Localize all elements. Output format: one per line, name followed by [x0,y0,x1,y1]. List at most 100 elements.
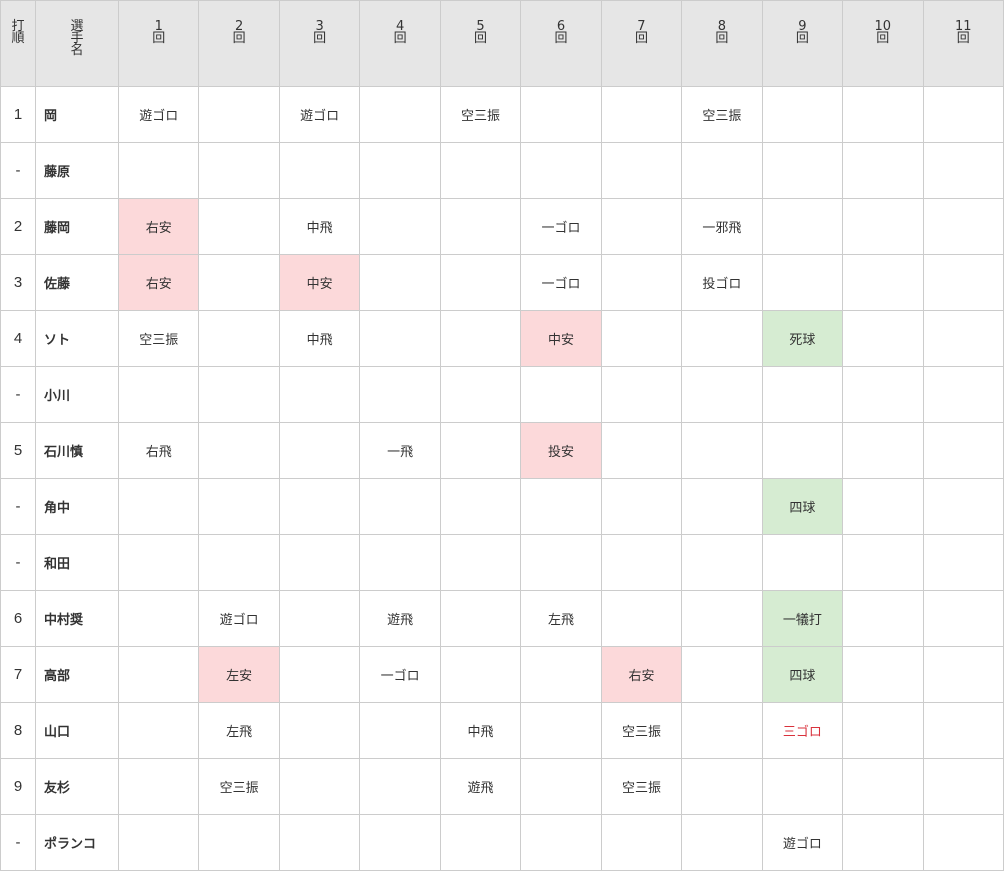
empty-cell [198,254,280,311]
player-name: 藤岡 [35,198,119,255]
empty-cell [278,422,361,479]
header-text: 回 [152,31,166,46]
empty-cell [359,478,441,535]
player-row: 9 友杉 空三振 遊飛 空三振 [0,758,1004,815]
batting-order: 1 [0,86,36,143]
empty-cell [520,702,602,759]
empty-cell [520,86,602,143]
empty-cell [439,198,522,255]
at-bat-result: 一ゴロ [359,646,441,703]
empty-cell [359,702,441,759]
at-bat-result: 中飛 [278,198,361,255]
at-bat-result: 空三振 [600,758,683,815]
empty-cell [922,702,1004,759]
empty-cell [600,310,683,367]
empty-cell [842,534,924,591]
empty-cell [842,758,924,815]
player-name: 角中 [35,478,119,535]
at-bat-result: 一飛 [359,422,441,479]
empty-cell [600,478,683,535]
at-bat-result: 左安 [198,646,280,703]
empty-cell [198,534,280,591]
empty-cell [842,814,924,871]
empty-cell [439,310,522,367]
empty-cell [842,422,924,479]
player-row: 4 ソト 空三振 中飛 中安 死球 [0,310,1004,367]
empty-cell [761,142,844,199]
empty-cell [922,478,1004,535]
empty-cell [520,814,602,871]
empty-cell [439,422,522,479]
empty-cell [600,254,683,311]
batting-order: - [0,478,36,535]
player-row: 8 山口 左飛 中飛 空三振 三ゴロ [0,702,1004,759]
header-text: 回 [393,31,407,46]
empty-cell [198,814,280,871]
empty-cell [922,422,1004,479]
header-cell: 11 回 [922,0,1004,87]
header-text: 回 [313,31,327,46]
empty-cell [600,142,683,199]
player-name: 石川慎 [35,422,119,479]
empty-cell [922,366,1004,423]
header-text: 5 [476,19,485,34]
empty-cell [117,366,200,423]
empty-cell [681,590,763,647]
empty-cell [117,646,200,703]
at-bat-result: 一ゴロ [520,198,602,255]
header-text: 4 [395,19,405,34]
header-cell: 10 回 [842,0,924,87]
header-text: 2 [235,19,244,34]
empty-cell [681,646,763,703]
empty-cell [439,366,522,423]
batting-order: 3 [0,254,36,311]
empty-cell [117,534,200,591]
empty-cell [761,198,844,255]
player-name: ソト [35,310,119,367]
at-bat-result: 左飛 [520,590,602,647]
at-bat-result: 中飛 [278,310,361,367]
player-name: 藤原 [35,142,119,199]
empty-cell [761,534,844,591]
player-row: - 角中 四球 [0,478,1004,535]
player-name: 和田 [35,534,119,591]
at-bat-result: 投ゴロ [681,254,763,311]
at-bat-result: 右飛 [117,422,200,479]
at-bat-result: 中安 [278,254,361,311]
empty-cell [278,702,361,759]
empty-cell [842,646,924,703]
empty-cell [520,366,602,423]
player-name: 山口 [35,702,119,759]
empty-cell [761,254,844,311]
empty-cell [278,478,361,535]
empty-cell [439,142,522,199]
at-bat-result: 空三振 [198,758,280,815]
header-text: 9 [798,19,807,34]
empty-cell [600,198,683,255]
empty-cell [842,590,924,647]
player-name: 岡 [35,86,119,143]
empty-cell [681,534,763,591]
empty-cell [439,590,522,647]
empty-cell [922,534,1004,591]
table-body: 1 岡遊ゴロ 遊ゴロ 空三振 空三振 - 藤原 2 藤岡 右安 中飛 一ゴロ 一邪飛 3 佐藤 右安 中安 一ゴロ… [0,86,1004,871]
empty-cell [842,86,924,143]
player-name: 佐藤 [35,254,119,311]
header-text: 打 [11,19,25,34]
batting-order: 6 [0,590,36,647]
empty-cell [520,646,602,703]
empty-cell [842,254,924,311]
at-bat-result: 空三振 [681,86,763,143]
empty-cell [600,366,683,423]
empty-cell [198,422,280,479]
empty-cell [359,758,441,815]
empty-cell [520,758,602,815]
at-bat-result: 右安 [600,646,683,703]
at-bat-result: 中飛 [439,702,522,759]
header-text: 回 [554,31,568,46]
at-bat-result: 中安 [520,310,602,367]
empty-cell [600,86,683,143]
empty-cell [922,254,1004,311]
